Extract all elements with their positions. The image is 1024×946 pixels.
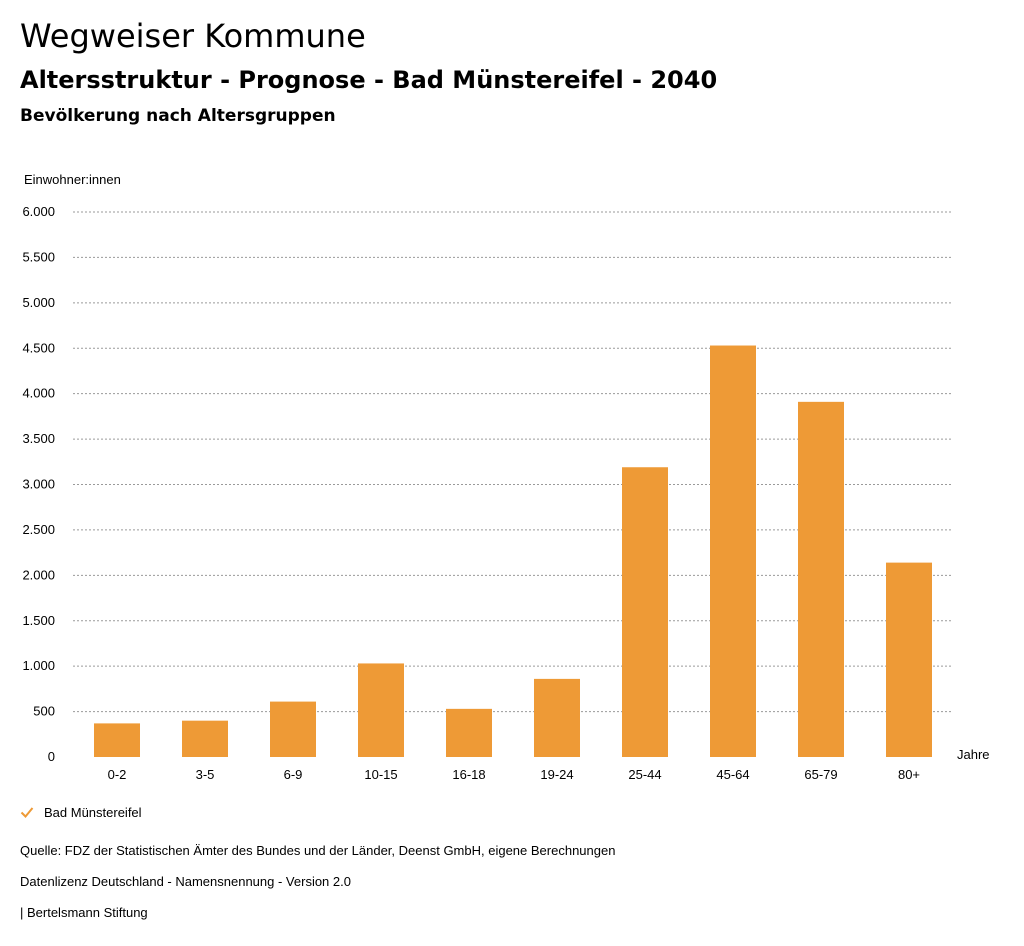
bar-80+[interactable] bbox=[886, 562, 932, 757]
x-tick-label: 6-9 bbox=[284, 767, 303, 782]
x-tick-label: 19-24 bbox=[540, 767, 573, 782]
y-tick-label: 5.500 bbox=[22, 249, 55, 264]
source-note: Quelle: FDZ der Statistischen Ämter des … bbox=[20, 843, 616, 858]
page-title: Wegweiser Kommune bbox=[20, 17, 366, 55]
license-note: Datenlizenz Deutschland - Namensnennung … bbox=[20, 874, 351, 889]
bar-chart: Einwohner:innen 0 500 1.000 1.500 2.000 2.500… bbox=[22, 172, 990, 782]
x-tick-label: 80+ bbox=[898, 767, 920, 782]
bar-6-9[interactable] bbox=[270, 701, 316, 757]
chart-subtitle: Altersstruktur - Prognose - Bad Münstere… bbox=[20, 66, 718, 94]
y-axis-ticks: 0 500 1.000 1.500 2.000 2.500 3.000 3.500 4.000 4… bbox=[22, 204, 55, 764]
legend-label: Bad Münstereifel bbox=[44, 804, 142, 820]
credit-note: | Bertelsmann Stiftung bbox=[20, 905, 148, 920]
bar-10-15[interactable] bbox=[358, 663, 404, 757]
x-tick-label: 45-64 bbox=[716, 767, 749, 782]
bar-25-44[interactable] bbox=[622, 467, 668, 757]
y-tick-label: 4.500 bbox=[22, 340, 55, 355]
x-axis-ticks: 0-2 3-5 6-9 10-15 16-18 19-24 25-44 45-64 65-79 8… bbox=[108, 767, 920, 782]
bar-3-5[interactable] bbox=[182, 720, 228, 757]
chart-subsubtitle: Bevölkerung nach Altersgruppen bbox=[20, 106, 336, 126]
y-tick-label: 5.000 bbox=[22, 295, 55, 310]
y-axis-label: Einwohner:innen bbox=[24, 172, 121, 187]
x-tick-label: 10-15 bbox=[364, 767, 397, 782]
y-tick-label: 0 bbox=[48, 749, 55, 764]
y-tick-label: 3.000 bbox=[22, 477, 55, 492]
bar-65-79[interactable] bbox=[798, 401, 844, 757]
x-tick-label: 3-5 bbox=[196, 767, 215, 782]
checkmark-icon bbox=[20, 807, 34, 818]
y-tick-label: 500 bbox=[33, 704, 55, 719]
y-tick-label: 3.500 bbox=[22, 431, 55, 446]
y-tick-label: 1.000 bbox=[22, 658, 55, 673]
legend-item[interactable]: Bad Münstereifel bbox=[20, 800, 142, 824]
y-tick-label: 6.000 bbox=[22, 204, 55, 219]
bars bbox=[94, 345, 932, 757]
bar-45-64[interactable] bbox=[710, 345, 756, 757]
bar-16-18[interactable] bbox=[446, 708, 492, 757]
bar-19-24[interactable] bbox=[534, 678, 580, 757]
y-tick-label: 2.000 bbox=[22, 567, 55, 582]
x-tick-label: 25-44 bbox=[628, 767, 661, 782]
x-tick-label: 16-18 bbox=[452, 767, 485, 782]
y-tick-label: 2.500 bbox=[22, 522, 55, 537]
x-axis-label: Jahre bbox=[957, 747, 990, 762]
bar-0-2[interactable] bbox=[94, 723, 140, 757]
x-tick-label: 65-79 bbox=[804, 767, 837, 782]
x-tick-label: 0-2 bbox=[108, 767, 127, 782]
y-tick-label: 4.000 bbox=[22, 386, 55, 401]
y-tick-label: 1.500 bbox=[22, 613, 55, 628]
